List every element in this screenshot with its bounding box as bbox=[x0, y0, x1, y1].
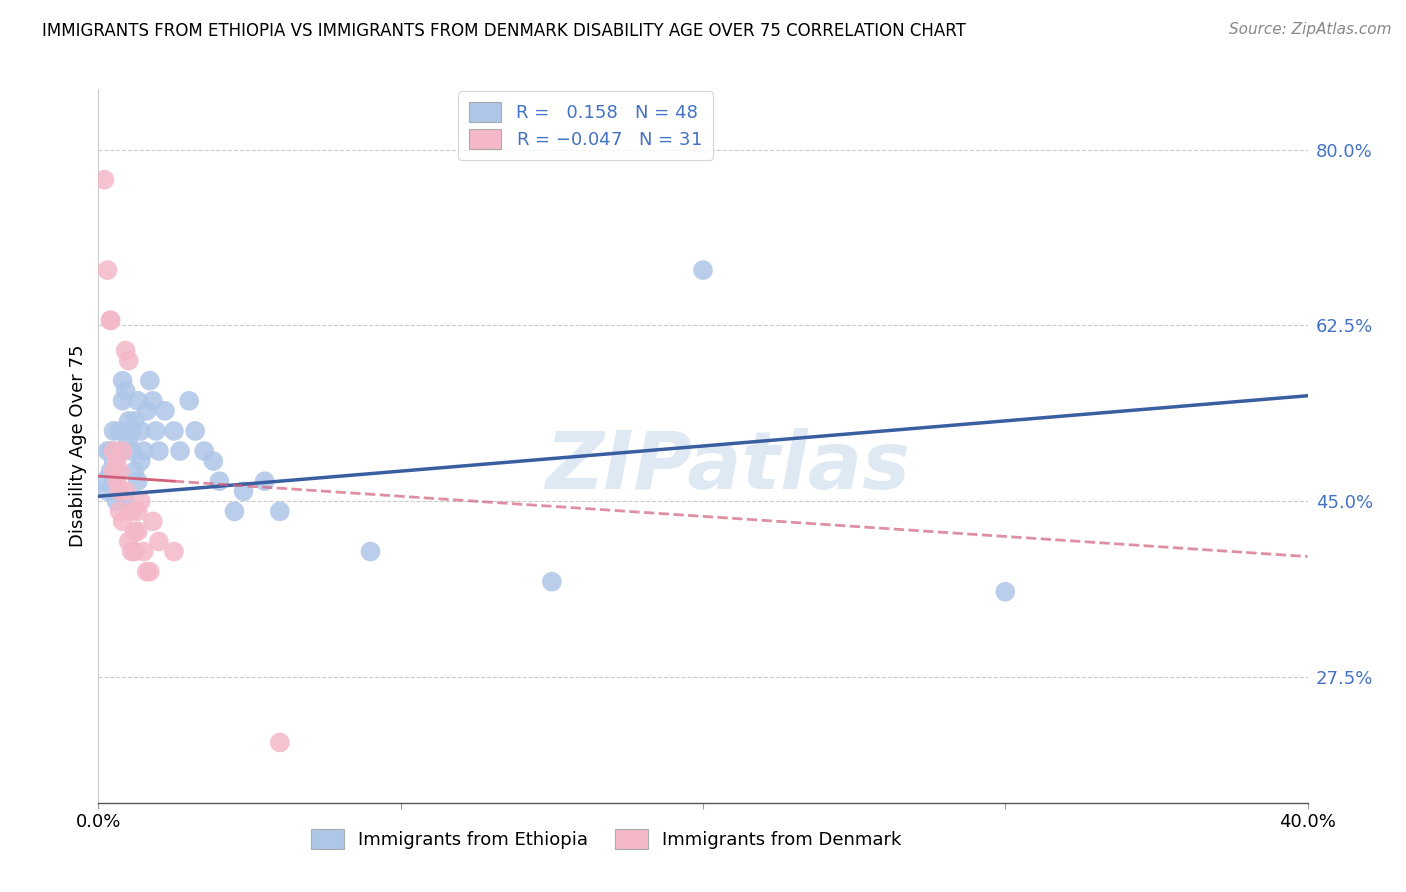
Point bbox=[108, 484, 131, 499]
Point bbox=[100, 444, 122, 458]
Point bbox=[208, 474, 231, 488]
Text: Source: ZipAtlas.com: Source: ZipAtlas.com bbox=[1229, 22, 1392, 37]
Point bbox=[692, 263, 714, 277]
Point bbox=[105, 494, 128, 508]
Point bbox=[114, 384, 136, 398]
Point bbox=[124, 414, 146, 428]
Point bbox=[269, 504, 291, 518]
Point bbox=[142, 515, 165, 529]
Point bbox=[100, 313, 122, 327]
Point bbox=[114, 494, 136, 508]
Y-axis label: Disability Age Over 75: Disability Age Over 75 bbox=[69, 344, 87, 548]
Point bbox=[139, 374, 162, 388]
Point bbox=[135, 404, 157, 418]
Point bbox=[127, 393, 149, 408]
Point bbox=[129, 454, 152, 468]
Point bbox=[118, 534, 141, 549]
Point bbox=[111, 515, 134, 529]
Point bbox=[103, 454, 125, 468]
Legend: Immigrants from Ethiopia, Immigrants from Denmark: Immigrants from Ethiopia, Immigrants fro… bbox=[302, 820, 911, 858]
Point bbox=[129, 494, 152, 508]
Point bbox=[111, 393, 134, 408]
Point bbox=[135, 565, 157, 579]
Point bbox=[118, 414, 141, 428]
Point bbox=[148, 444, 170, 458]
Point bbox=[93, 474, 115, 488]
Point bbox=[132, 444, 155, 458]
Point bbox=[163, 424, 186, 438]
Point bbox=[540, 574, 562, 589]
Text: ZIPatlas: ZIPatlas bbox=[544, 428, 910, 507]
Point bbox=[108, 504, 131, 518]
Point bbox=[253, 474, 276, 488]
Point bbox=[118, 434, 141, 448]
Point bbox=[111, 444, 134, 458]
Point bbox=[169, 444, 191, 458]
Point bbox=[121, 424, 143, 438]
Point bbox=[108, 444, 131, 458]
Point bbox=[148, 534, 170, 549]
Point bbox=[994, 584, 1017, 599]
Point bbox=[93, 172, 115, 186]
Point bbox=[124, 524, 146, 539]
Point bbox=[124, 464, 146, 478]
Point bbox=[105, 464, 128, 478]
Point bbox=[108, 424, 131, 438]
Point bbox=[103, 444, 125, 458]
Point bbox=[124, 544, 146, 558]
Point bbox=[103, 424, 125, 438]
Point bbox=[114, 343, 136, 358]
Point bbox=[105, 474, 128, 488]
Text: IMMIGRANTS FROM ETHIOPIA VS IMMIGRANTS FROM DENMARK DISABILITY AGE OVER 75 CORRE: IMMIGRANTS FROM ETHIOPIA VS IMMIGRANTS F… bbox=[42, 22, 966, 40]
Point bbox=[96, 444, 118, 458]
Point bbox=[121, 504, 143, 518]
Point bbox=[105, 454, 128, 468]
Point bbox=[96, 263, 118, 277]
Point bbox=[193, 444, 215, 458]
Point bbox=[139, 565, 162, 579]
Point bbox=[184, 424, 207, 438]
Point bbox=[100, 313, 122, 327]
Point bbox=[224, 504, 246, 518]
Point bbox=[118, 353, 141, 368]
Point bbox=[127, 504, 149, 518]
Point bbox=[96, 484, 118, 499]
Point bbox=[127, 524, 149, 539]
Point bbox=[100, 464, 122, 478]
Point bbox=[114, 484, 136, 499]
Point bbox=[129, 424, 152, 438]
Point bbox=[142, 393, 165, 408]
Point bbox=[127, 474, 149, 488]
Point bbox=[108, 464, 131, 478]
Point bbox=[145, 424, 167, 438]
Point bbox=[179, 393, 201, 408]
Point bbox=[111, 374, 134, 388]
Point bbox=[103, 464, 125, 478]
Point bbox=[103, 474, 125, 488]
Point bbox=[269, 735, 291, 749]
Point bbox=[153, 404, 176, 418]
Point bbox=[121, 444, 143, 458]
Point bbox=[360, 544, 382, 558]
Point bbox=[202, 454, 225, 468]
Point bbox=[132, 544, 155, 558]
Point bbox=[232, 484, 254, 499]
Point bbox=[121, 544, 143, 558]
Point bbox=[163, 544, 186, 558]
